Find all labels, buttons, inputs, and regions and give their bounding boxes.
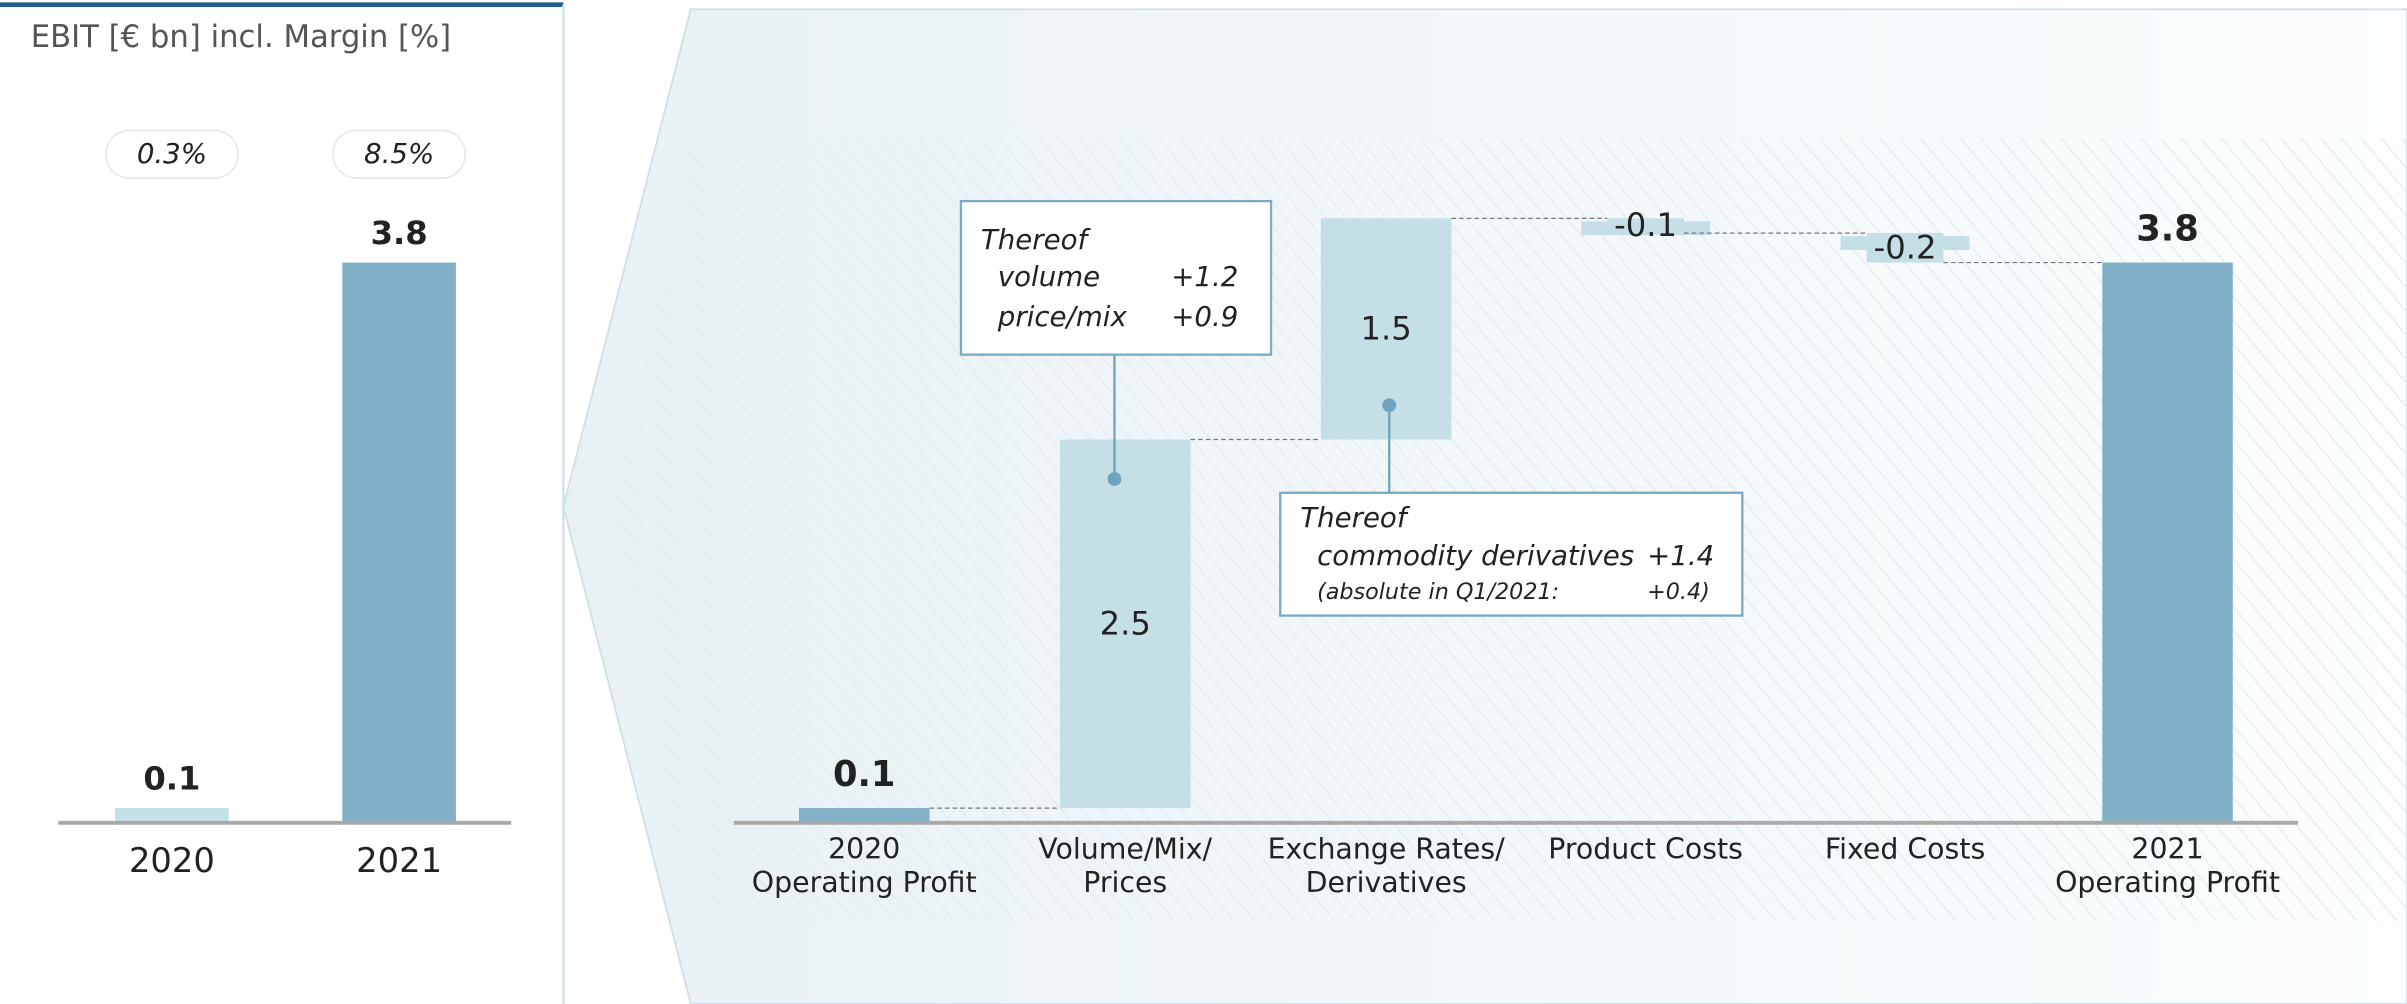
x-tick-label: Derivatives <box>1306 866 1467 899</box>
value-label: -0.2 <box>1874 228 1937 266</box>
x-tick-label: Prices <box>1083 866 1167 899</box>
callout-title: Thereof <box>981 223 1092 256</box>
x-tick-label: 2021 <box>356 841 442 880</box>
x-tick-label: 2020 <box>129 841 215 880</box>
x-tick-label: Exchange Rates/ <box>1268 832 1506 865</box>
callout-value: +1.4 <box>1647 539 1714 572</box>
x-tick-label: Fixed Costs <box>1825 832 1985 865</box>
callout-value: +1.2 <box>1171 260 1238 293</box>
total-bar <box>2102 262 2233 823</box>
margin-label: 8.5% <box>364 137 434 170</box>
value-label: -0.1 <box>1614 206 1677 244</box>
margin-pill <box>105 129 239 179</box>
total-bar <box>799 808 930 823</box>
callout-box <box>1279 491 1744 617</box>
bar <box>342 262 456 823</box>
callout-dot <box>1107 472 1122 486</box>
callout-box <box>959 199 1273 356</box>
x-tick-label: Operating Profit <box>2055 866 2280 899</box>
value-label: 1.5 <box>1361 309 1412 347</box>
x-tick-label: 2021 <box>2131 832 2203 865</box>
value-label: 3.8 <box>2136 208 2199 249</box>
callout-value: +0.4) <box>1647 579 1710 605</box>
bar <box>115 808 229 823</box>
callout-value: +0.9 <box>1171 300 1238 333</box>
value-label: 0.1 <box>833 754 896 795</box>
callout-title: Thereof <box>1300 501 1411 534</box>
x-tick-label: Operating Profit <box>752 866 977 899</box>
x-tick-label: Product Costs <box>1548 832 1743 865</box>
callout-name: commodity derivatives <box>1317 539 1634 572</box>
x-tick-label: 2020 <box>828 832 900 865</box>
x-tick-label: Volume/Mix/ <box>1038 832 1212 865</box>
margin-pill <box>332 129 466 179</box>
margin-label: 0.3% <box>137 137 207 170</box>
delta-bar <box>1059 439 1191 809</box>
callout-name: (absolute in Q1/2021: <box>1317 579 1559 605</box>
delta-bar <box>1866 233 1944 263</box>
callout-name: volume <box>998 260 1100 293</box>
callout-dot <box>1382 398 1397 413</box>
value-label: 3.8 <box>371 214 428 252</box>
value-label: 2.5 <box>1100 604 1151 642</box>
value-label: 0.1 <box>143 759 200 797</box>
callout-name: price/mix <box>997 300 1128 333</box>
chart-title: EBIT [€ bn] incl. Margin [%] <box>31 20 451 55</box>
delta-bar <box>1607 218 1684 234</box>
